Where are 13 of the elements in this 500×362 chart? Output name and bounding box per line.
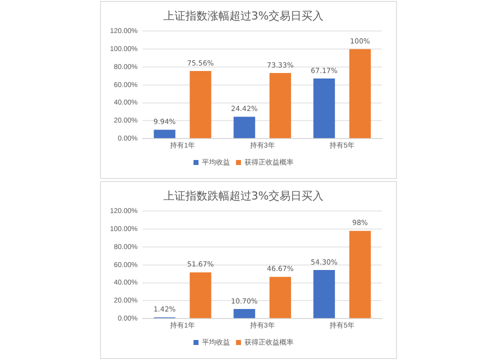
bar: [270, 276, 292, 318]
bar: [313, 78, 335, 138]
bar: [154, 130, 176, 138]
bar: [313, 270, 335, 318]
chart-title: 上证指数跌幅超过3%交易日买入: [163, 189, 324, 202]
chart-title: 上证指数涨幅超过3%交易日买入: [163, 9, 324, 22]
bar: [349, 230, 371, 318]
bar: [270, 72, 292, 138]
bar: [190, 272, 212, 318]
bar: [234, 309, 256, 318]
bar: [190, 70, 212, 138]
bar: [234, 116, 256, 138]
bar: [349, 49, 371, 138]
